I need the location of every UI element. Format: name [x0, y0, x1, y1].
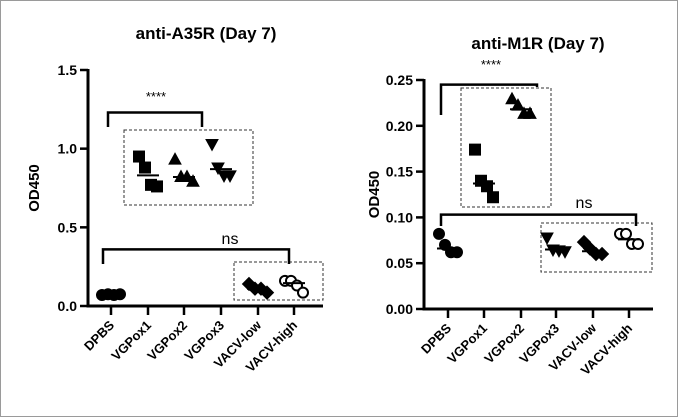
data-point-vgpox1 — [481, 180, 493, 193]
y-tick-label: 0.05 — [386, 255, 413, 271]
chart-anti-m1r: anti-M1R (Day 7) OD450 0.00 0.05 0.10 0.15 0.2… — [366, 34, 653, 378]
y-tick-label: 0.20 — [386, 118, 413, 134]
y-tick-label: 0.0 — [58, 298, 78, 314]
data-point-vgpox3 — [540, 232, 554, 246]
chart-title: anti-A35R (Day 7) — [136, 24, 277, 43]
data-point-vacv-high — [632, 237, 644, 250]
dashed-group-box — [233, 261, 324, 301]
data-point-dpbs — [433, 227, 445, 240]
y-tick-label: 0.5 — [58, 219, 78, 235]
data-point-vgpox2 — [168, 152, 182, 165]
significance-bracket — [439, 213, 638, 226]
dashed-group-box — [123, 129, 254, 206]
y-axis-label: OD450 — [26, 164, 43, 212]
significance-bracket — [439, 83, 539, 115]
dashed-group-box — [460, 87, 552, 208]
significance-label: ns — [576, 195, 593, 212]
data-point-vgpox1 — [133, 150, 145, 163]
significance-bracket — [106, 111, 204, 127]
dashed-group-box — [540, 222, 653, 273]
chart-anti-a35r: anti-A35R (Day 7)OD4500.00.51.01.5DPBSVG… — [26, 24, 324, 375]
y-axis-label: OD450 — [366, 171, 383, 219]
data-point-vgpox1 — [139, 161, 151, 174]
data-point-vgpox3 — [205, 138, 219, 152]
significance-label: **** — [146, 89, 166, 104]
chart-title: anti-M1R (Day 7) — [471, 34, 604, 53]
data-point-dpbs — [114, 288, 126, 301]
significance-bracket — [101, 248, 291, 264]
data-point-vgpox1 — [469, 143, 481, 156]
data-point-vgpox3 — [223, 170, 237, 183]
data-point-vgpox1 — [151, 180, 163, 193]
data-point-vgpox1 — [487, 191, 499, 204]
y-tick-label: 0.15 — [386, 164, 413, 180]
y-tick-label: 1.0 — [58, 141, 78, 157]
significance-label: ns — [222, 231, 239, 248]
data-point-vgpox2 — [523, 106, 537, 119]
x-tick-label: VGPox1 — [444, 321, 490, 367]
data-point-vacv-high — [620, 227, 632, 240]
data-point-vgpox2 — [186, 174, 200, 187]
y-tick-label: 1.5 — [58, 62, 78, 78]
significance-label: **** — [481, 57, 501, 72]
x-tick-label: VGPox2 — [144, 318, 190, 364]
y-tick-label: 0.10 — [386, 209, 413, 225]
data-point-vgpox2 — [505, 91, 519, 105]
y-tick-label: 0.00 — [386, 301, 413, 317]
y-tick-label: 0.25 — [386, 72, 413, 88]
data-point-vacv-high — [297, 286, 309, 299]
